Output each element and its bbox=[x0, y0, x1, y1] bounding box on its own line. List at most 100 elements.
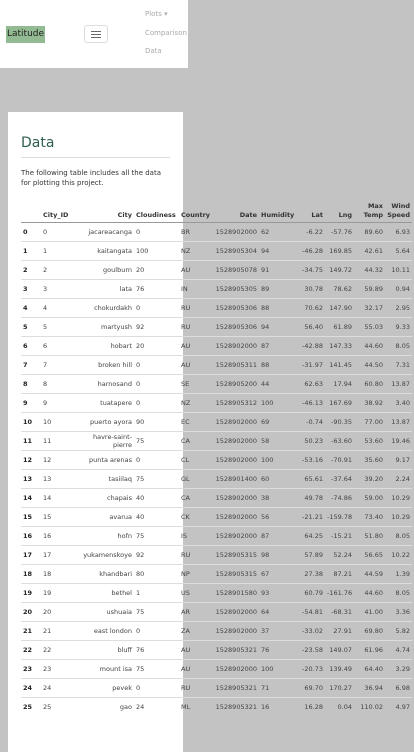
table-row: 4 4 chokurdakh 0 RU 1528905306 88 70.62 147.90 32… bbox=[21, 298, 412, 318]
table-cell: 100 bbox=[134, 241, 179, 261]
table-cell: 60.80 bbox=[354, 374, 385, 394]
table-cell: 0 bbox=[41, 222, 73, 242]
table-cell: 64 bbox=[259, 602, 295, 622]
table-cell: 20 bbox=[41, 602, 73, 622]
table-row: 15 15 avarua 40 CK 1528902000 56 -21.21 -159.78 7… bbox=[21, 507, 412, 527]
table-cell: 38 bbox=[259, 488, 295, 508]
table-cell: 37 bbox=[259, 621, 295, 641]
table-cell: gao bbox=[73, 697, 134, 716]
table-cell: 1528902000 bbox=[210, 412, 259, 432]
table-cell: -37.64 bbox=[325, 469, 354, 489]
table-cell: 170.27 bbox=[325, 678, 354, 698]
table-cell: 62.63 bbox=[295, 374, 325, 394]
table-cell: 71 bbox=[259, 678, 295, 698]
table-cell: 17 bbox=[21, 545, 41, 565]
table-cell: 1528905321 bbox=[210, 640, 259, 660]
table-cell: 56.40 bbox=[295, 317, 325, 337]
table-cell: 44.60 bbox=[354, 336, 385, 356]
menu-toggle[interactable] bbox=[84, 25, 108, 43]
table-cell: ML bbox=[179, 697, 210, 716]
table-cell: -63.60 bbox=[325, 431, 354, 451]
table-cell: 16 bbox=[21, 526, 41, 546]
table-row: 24 24 pevek 0 RU 1528905321 71 69.70 170.27 36.94… bbox=[21, 678, 412, 698]
nav-link[interactable]: Comparison bbox=[145, 29, 187, 37]
nav-link[interactable]: Data bbox=[145, 47, 162, 55]
table-cell: 36.94 bbox=[354, 678, 385, 698]
table-cell: 11 bbox=[41, 431, 73, 451]
table-cell: EC bbox=[179, 412, 210, 432]
table-cell: 73.40 bbox=[354, 507, 385, 527]
table-cell: 76 bbox=[259, 640, 295, 660]
table-cell: 59.89 bbox=[354, 279, 385, 299]
table-cell: 25 bbox=[41, 697, 73, 716]
table-cell: 91 bbox=[259, 260, 295, 280]
table-cell: 1528902000 bbox=[210, 222, 259, 242]
column-header: Date bbox=[210, 197, 259, 223]
table-cell: 56 bbox=[259, 507, 295, 527]
table-cell: 92 bbox=[134, 317, 179, 337]
table-cell: 62 bbox=[259, 222, 295, 242]
table-cell: avarua bbox=[73, 507, 134, 527]
table-cell: 4.97 bbox=[385, 697, 412, 716]
table-cell: AU bbox=[179, 659, 210, 679]
table-cell: 11 bbox=[21, 431, 41, 451]
table-row: 9 9 tuatapere 0 NZ 1528905312 100 -46.13 167.69 3… bbox=[21, 393, 412, 413]
column-header bbox=[21, 197, 41, 223]
table-cell: 20 bbox=[134, 260, 179, 280]
table-row: 19 19 bethel 1 US 1528901580 93 60.79 -161.76 44.… bbox=[21, 583, 412, 603]
table-cell: 88 bbox=[259, 355, 295, 375]
table-cell: US bbox=[179, 583, 210, 603]
table-cell: 110.02 bbox=[354, 697, 385, 716]
table-cell: 1528905305 bbox=[210, 279, 259, 299]
table-cell: chapais bbox=[73, 488, 134, 508]
table-cell: 89.60 bbox=[354, 222, 385, 242]
table-cell: tuatapere bbox=[73, 393, 134, 413]
table-cell: 23 bbox=[41, 659, 73, 679]
table-cell: 9.33 bbox=[385, 317, 412, 337]
table-cell: 0 bbox=[134, 222, 179, 242]
table-cell: 51.80 bbox=[354, 526, 385, 546]
column-header: Humidity bbox=[259, 197, 295, 223]
nav-link[interactable]: Plots ▾ bbox=[145, 10, 168, 18]
table-cell: NZ bbox=[179, 393, 210, 413]
table-cell: yukamenskoye bbox=[73, 545, 134, 565]
table-cell: 69 bbox=[259, 412, 295, 432]
table-cell: 9.17 bbox=[385, 450, 412, 470]
table-cell: 6 bbox=[21, 336, 41, 356]
table-cell: 6.98 bbox=[385, 678, 412, 698]
brand[interactable]: Latitude bbox=[6, 26, 46, 43]
table-cell: 1528905311 bbox=[210, 355, 259, 375]
table-cell: 4 bbox=[21, 298, 41, 318]
table-row: 2 2 goulburn 20 AU 1528905078 91 -34.75 149.72 44… bbox=[21, 260, 412, 280]
table-row: 23 23 mount isa 75 AU 1528902000 100 -20.73 139.… bbox=[21, 659, 412, 679]
table-cell: 0 bbox=[134, 355, 179, 375]
table-cell: -70.91 bbox=[325, 450, 354, 470]
table-cell: 14 bbox=[41, 488, 73, 508]
table-row: 1 1 kaitangata 100 NZ 1528905304 94 -46.28 169.8… bbox=[21, 241, 412, 261]
table-cell: 92 bbox=[134, 545, 179, 565]
table-cell: 89 bbox=[259, 279, 295, 299]
table-cell: 24 bbox=[41, 678, 73, 698]
table-cell: 88 bbox=[259, 298, 295, 318]
table-cell: 7 bbox=[41, 355, 73, 375]
table-cell: CA bbox=[179, 488, 210, 508]
table-cell: bluff bbox=[73, 640, 134, 660]
table-cell: ZA bbox=[179, 621, 210, 641]
table-cell: 0 bbox=[134, 678, 179, 698]
table-cell: AR bbox=[179, 602, 210, 622]
table-cell: 1528901400 bbox=[210, 469, 259, 489]
table-cell: 0 bbox=[134, 374, 179, 394]
table-cell: -68.31 bbox=[325, 602, 354, 622]
table-cell: 76 bbox=[134, 640, 179, 660]
table-cell: -23.58 bbox=[295, 640, 325, 660]
table-cell: 98 bbox=[259, 545, 295, 565]
table-cell: 0 bbox=[134, 450, 179, 470]
table-cell: 15 bbox=[41, 507, 73, 527]
table-cell: havre-saint-pierre bbox=[73, 431, 134, 451]
table-cell: 42.61 bbox=[354, 241, 385, 261]
table-cell: 3.29 bbox=[385, 659, 412, 679]
table-cell: -33.02 bbox=[295, 621, 325, 641]
table-cell: 64.40 bbox=[354, 659, 385, 679]
table-cell: 57.89 bbox=[295, 545, 325, 565]
table-cell: -159.78 bbox=[325, 507, 354, 527]
